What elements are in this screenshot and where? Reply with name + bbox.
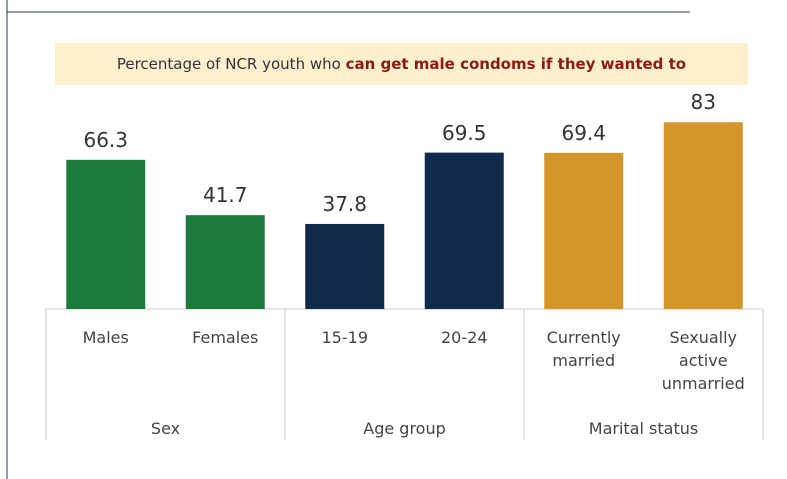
value-label: 83 bbox=[690, 90, 716, 115]
bar bbox=[305, 223, 385, 309]
x-tick-label: Females bbox=[192, 328, 259, 347]
x-tick-label: 20-24 bbox=[441, 328, 488, 347]
value-label: 69.5 bbox=[441, 120, 487, 145]
group-label: Sex bbox=[150, 419, 181, 438]
title-emphasis: can get male condoms if they wanted to bbox=[345, 55, 687, 73]
value-label: 37.8 bbox=[322, 191, 368, 216]
value-label: 66.3 bbox=[83, 127, 129, 152]
x-tick-label: Males bbox=[82, 328, 129, 347]
value-label: 41.7 bbox=[202, 183, 248, 208]
chart-title: Percentage of NCR youth who can get male… bbox=[55, 43, 748, 85]
bar bbox=[424, 152, 504, 309]
bar bbox=[663, 122, 743, 309]
group-label: Age group bbox=[363, 419, 446, 438]
bar bbox=[66, 159, 146, 309]
bar bbox=[185, 215, 265, 309]
value-label: 69.4 bbox=[561, 120, 607, 145]
title-text: Percentage of NCR youth who bbox=[116, 55, 346, 73]
x-tick-label: Currently married bbox=[546, 328, 621, 370]
x-tick-label: Sexually active unmarried bbox=[661, 328, 745, 393]
x-tick-label: 15-19 bbox=[321, 328, 369, 347]
bar bbox=[544, 152, 624, 309]
group-label: Marital status bbox=[588, 419, 699, 438]
